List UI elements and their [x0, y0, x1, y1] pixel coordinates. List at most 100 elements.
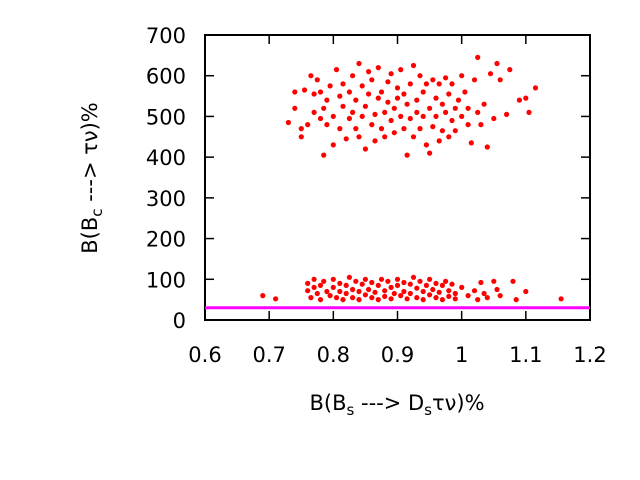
data-point [359, 281, 365, 287]
data-point [532, 85, 539, 91]
data-point [356, 134, 362, 140]
data-point [369, 295, 375, 301]
y-tick-label: 100 [146, 268, 186, 292]
data-point [439, 297, 445, 303]
data-point [504, 111, 510, 117]
data-point [465, 122, 471, 128]
data-point [382, 293, 388, 299]
data-point [443, 75, 449, 81]
data-point [337, 93, 343, 99]
data-point [417, 278, 423, 284]
data-point [452, 105, 458, 111]
data-point [321, 152, 327, 158]
data-point [398, 293, 404, 299]
data-point [394, 85, 401, 91]
data-point [362, 292, 368, 298]
x-tick-label: 1 [455, 343, 468, 367]
data-point [327, 83, 333, 89]
data-point [417, 126, 423, 132]
data-point [404, 101, 410, 107]
data-point [317, 297, 324, 303]
data-point [471, 288, 478, 294]
data-point [446, 91, 452, 97]
data-point [410, 134, 417, 140]
data-point [423, 282, 429, 288]
data-point [366, 91, 372, 97]
data-point [436, 289, 442, 295]
data-point [475, 54, 481, 61]
data-point [462, 89, 468, 95]
data-point [356, 297, 362, 303]
data-point [353, 97, 359, 103]
y-label-tail: ---> τν)% [78, 102, 102, 208]
data-point [337, 126, 343, 132]
data-point [427, 150, 433, 156]
data-point [468, 140, 474, 146]
data-point [382, 288, 388, 294]
data-point [378, 126, 385, 132]
data-point [394, 95, 401, 101]
data-point [465, 105, 471, 111]
data-point [346, 115, 352, 122]
y-tick-label: 0 [173, 309, 186, 333]
data-point [407, 81, 413, 87]
data-point [513, 297, 519, 303]
data-point [433, 95, 439, 101]
data-point [401, 91, 407, 97]
data-point [459, 284, 465, 290]
data-point [427, 105, 433, 111]
data-point [308, 73, 314, 79]
data-point [317, 282, 324, 288]
data-point [359, 113, 365, 119]
data-point [340, 81, 346, 87]
data-point [356, 60, 362, 67]
data-point [481, 101, 487, 107]
data-point [388, 71, 394, 77]
data-point [350, 286, 356, 293]
data-point [497, 293, 503, 299]
data-point [333, 67, 340, 73]
data-point [423, 81, 429, 87]
data-point [443, 278, 449, 284]
data-point [343, 136, 349, 142]
data-point [366, 69, 372, 75]
x-label-mid: ---> D [354, 391, 424, 415]
y-tick-label: 700 [146, 24, 186, 48]
data-point [388, 296, 394, 302]
y-label-main: B(B [78, 217, 102, 254]
data-point [298, 134, 304, 140]
data-point [337, 288, 343, 295]
data-point [385, 278, 391, 284]
data-point [340, 103, 346, 109]
data-point [375, 65, 381, 71]
data-point [375, 297, 381, 303]
data-point [430, 77, 436, 83]
data-point [375, 282, 381, 288]
data-points [260, 54, 564, 303]
data-point [484, 144, 490, 150]
data-point [420, 89, 426, 95]
x-label-tail: τν)% [432, 391, 485, 415]
data-point [340, 297, 346, 303]
data-point [346, 274, 352, 280]
data-point [298, 126, 304, 132]
data-point [439, 128, 445, 134]
data-point [314, 77, 320, 83]
data-point [455, 97, 462, 103]
data-point [414, 109, 420, 115]
data-point [446, 288, 452, 294]
data-point [356, 288, 362, 295]
data-point [497, 77, 503, 83]
data-point [443, 109, 449, 115]
data-point [292, 89, 298, 95]
data-point [346, 89, 352, 95]
data-point [433, 280, 439, 286]
y-tick-label: 200 [146, 228, 186, 252]
data-point [311, 109, 317, 115]
data-point [382, 109, 388, 115]
data-point [459, 113, 465, 119]
x-tick-label: 0.7 [252, 343, 285, 367]
data-point [510, 278, 516, 284]
data-point [430, 124, 436, 130]
data-point [420, 113, 426, 119]
